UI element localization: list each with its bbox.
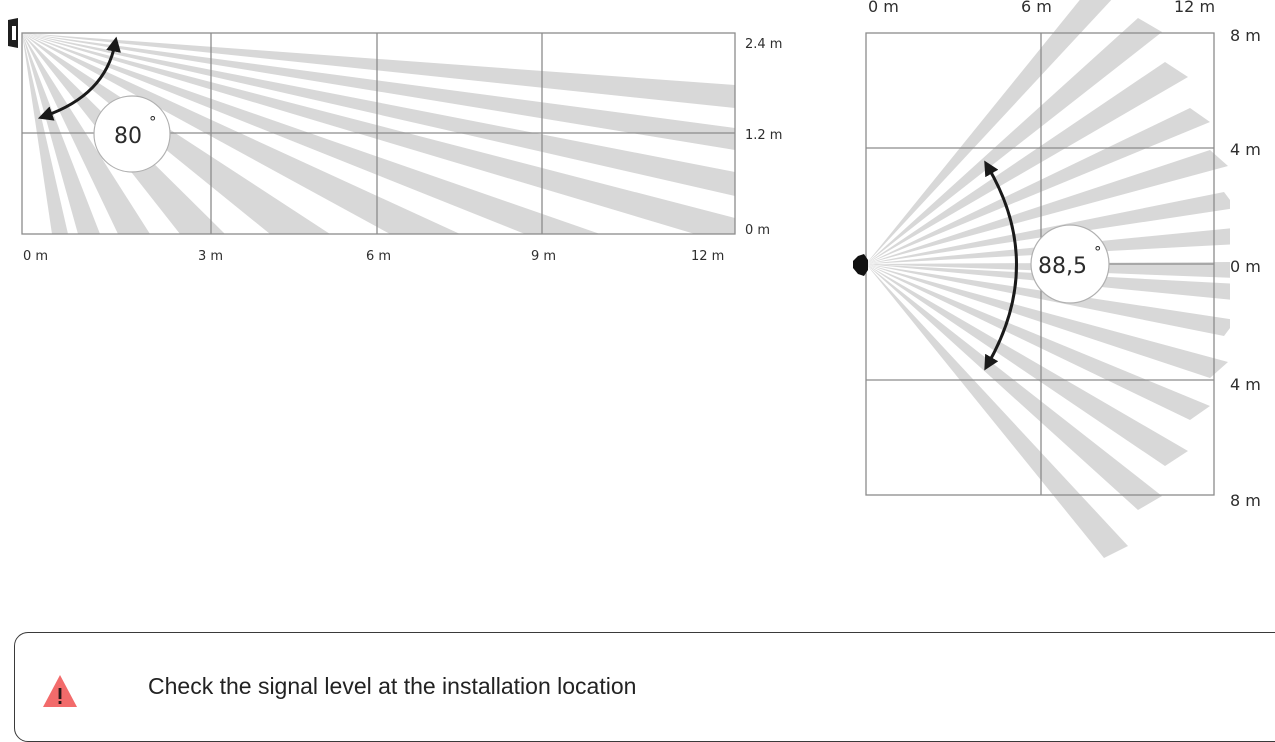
y-axis-label: 0 m xyxy=(745,223,770,238)
warning-triangle-icon xyxy=(43,675,77,707)
side-view-diagram: 80 ° 0 m 3 m 6 m 9 m 12 m 2.4 m 1.2 m 0 … xyxy=(8,18,782,264)
beam xyxy=(22,33,735,196)
top-view-diagram: 88,5 ° 0 m 6 m 12 m 8 m 4 m 0 m 4 m 8 m xyxy=(853,0,1261,558)
top-x-axis-labels: 0 m 6 m 12 m xyxy=(868,0,1215,16)
beam xyxy=(866,264,1230,336)
beam xyxy=(866,264,1210,420)
x-axis-label: 3 m xyxy=(198,249,223,264)
beam xyxy=(866,228,1230,264)
beam xyxy=(866,18,1162,264)
x-axis-label: 12 m xyxy=(1174,0,1215,16)
beam xyxy=(866,62,1188,264)
top-sensor-icon xyxy=(853,254,868,276)
beam xyxy=(22,33,735,108)
beam xyxy=(866,264,1230,300)
beam xyxy=(866,108,1210,264)
x-axis-label: 6 m xyxy=(1021,0,1052,16)
beam xyxy=(866,264,1128,558)
top-angle-value: 88,5 xyxy=(1038,254,1087,279)
side-angle-unit: ° xyxy=(149,113,157,131)
y-axis-label: 8 m xyxy=(1230,491,1261,510)
side-sensor-icon xyxy=(8,18,18,48)
warning-note: Check the signal level at the installati… xyxy=(14,632,1275,742)
top-detection-beams xyxy=(866,0,1230,558)
beam xyxy=(866,0,1112,264)
x-axis-label: 0 m xyxy=(23,249,48,264)
y-axis-label: 8 m xyxy=(1230,26,1261,45)
x-axis-label: 9 m xyxy=(531,249,556,264)
top-y-axis-labels: 8 m 4 m 0 m 4 m 8 m xyxy=(1230,26,1261,510)
angle-arrow-icon xyxy=(984,160,1018,371)
side-angle-badge: 80 ° xyxy=(93,95,171,173)
y-axis-label: 0 m xyxy=(1230,257,1261,276)
page: 80 ° 0 m 3 m 6 m 9 m 12 m 2.4 m 1.2 m 0 … xyxy=(8,0,1275,742)
beam xyxy=(866,150,1228,264)
beam xyxy=(866,264,1162,510)
beam xyxy=(22,33,735,150)
angle-arrow-icon xyxy=(37,36,121,121)
beam xyxy=(866,192,1230,264)
beam xyxy=(866,264,1228,378)
top-angle-unit: ° xyxy=(1094,243,1102,261)
side-y-axis-labels: 2.4 m 1.2 m 0 m xyxy=(745,37,782,238)
y-axis-label: 4 m xyxy=(1230,375,1261,394)
x-axis-label: 12 m xyxy=(691,249,724,264)
beam xyxy=(866,264,1188,466)
x-axis-label: 6 m xyxy=(366,249,391,264)
side-x-axis-labels: 0 m 3 m 6 m 9 m 12 m xyxy=(23,249,724,264)
y-axis-label: 1.2 m xyxy=(745,128,782,143)
x-axis-label: 0 m xyxy=(868,0,899,16)
note-text: Check the signal level at the installati… xyxy=(148,673,637,699)
side-angle-value: 80 xyxy=(114,124,142,149)
y-axis-label: 4 m xyxy=(1230,140,1261,159)
top-angle-badge: 88,5 ° xyxy=(1030,224,1110,304)
detection-diagrams: 80 ° 0 m 3 m 6 m 9 m 12 m 2.4 m 1.2 m 0 … xyxy=(8,0,1261,558)
y-axis-label: 2.4 m xyxy=(745,37,782,52)
